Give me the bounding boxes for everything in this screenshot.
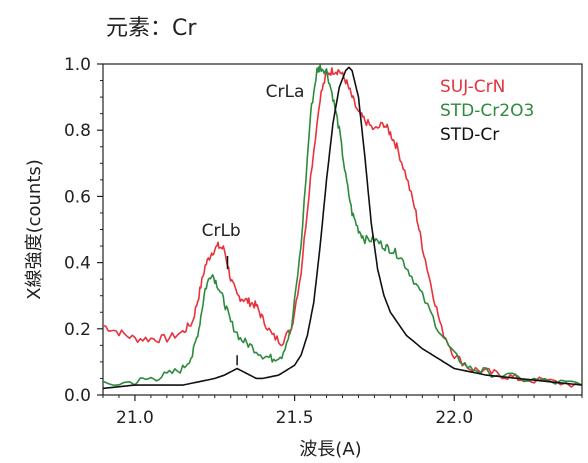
- y-tick-label-4: 0.8: [64, 121, 91, 141]
- legend-entry-0: SUJ-CrN: [440, 77, 505, 97]
- x-tick-label-0: 21.0: [116, 408, 154, 428]
- x-tick-label-2: 22.0: [435, 408, 473, 428]
- x-tick-label-1: 21.5: [276, 408, 314, 428]
- series-line-0: [103, 67, 582, 388]
- legend-entry-2: STD-Cr: [440, 125, 499, 145]
- y-axis-label: X線強度(counts): [24, 159, 45, 300]
- annotation-1: CrLa: [266, 82, 305, 102]
- chart-title: 元素：Cr: [106, 16, 197, 41]
- y-tick-label-1: 0.2: [64, 320, 91, 340]
- labels-layer: 波長(A) X線強度(counts) CrLb CrLa: [24, 82, 362, 460]
- series-line-2: [103, 66, 582, 390]
- annotation-0: CrLb: [202, 221, 241, 241]
- series-layer: [103, 64, 582, 390]
- legend: SUJ-CrN STD-Cr2O3 STD-Cr: [440, 77, 534, 145]
- y-tick-label-2: 0.4: [64, 254, 91, 274]
- legend-entry-1: STD-Cr2O3: [440, 101, 534, 121]
- y-tick-label-3: 0.6: [64, 187, 91, 207]
- x-axis-label: 波長(A): [299, 439, 361, 460]
- y-tick-label-0: 0.0: [64, 386, 91, 406]
- series-line-1: [103, 64, 582, 387]
- axes-layer: 21.0 21.5 22.0 0.0 0.2 0.4 0.6 0.8 1.0: [64, 55, 583, 428]
- y-tick-label-5: 1.0: [64, 55, 91, 75]
